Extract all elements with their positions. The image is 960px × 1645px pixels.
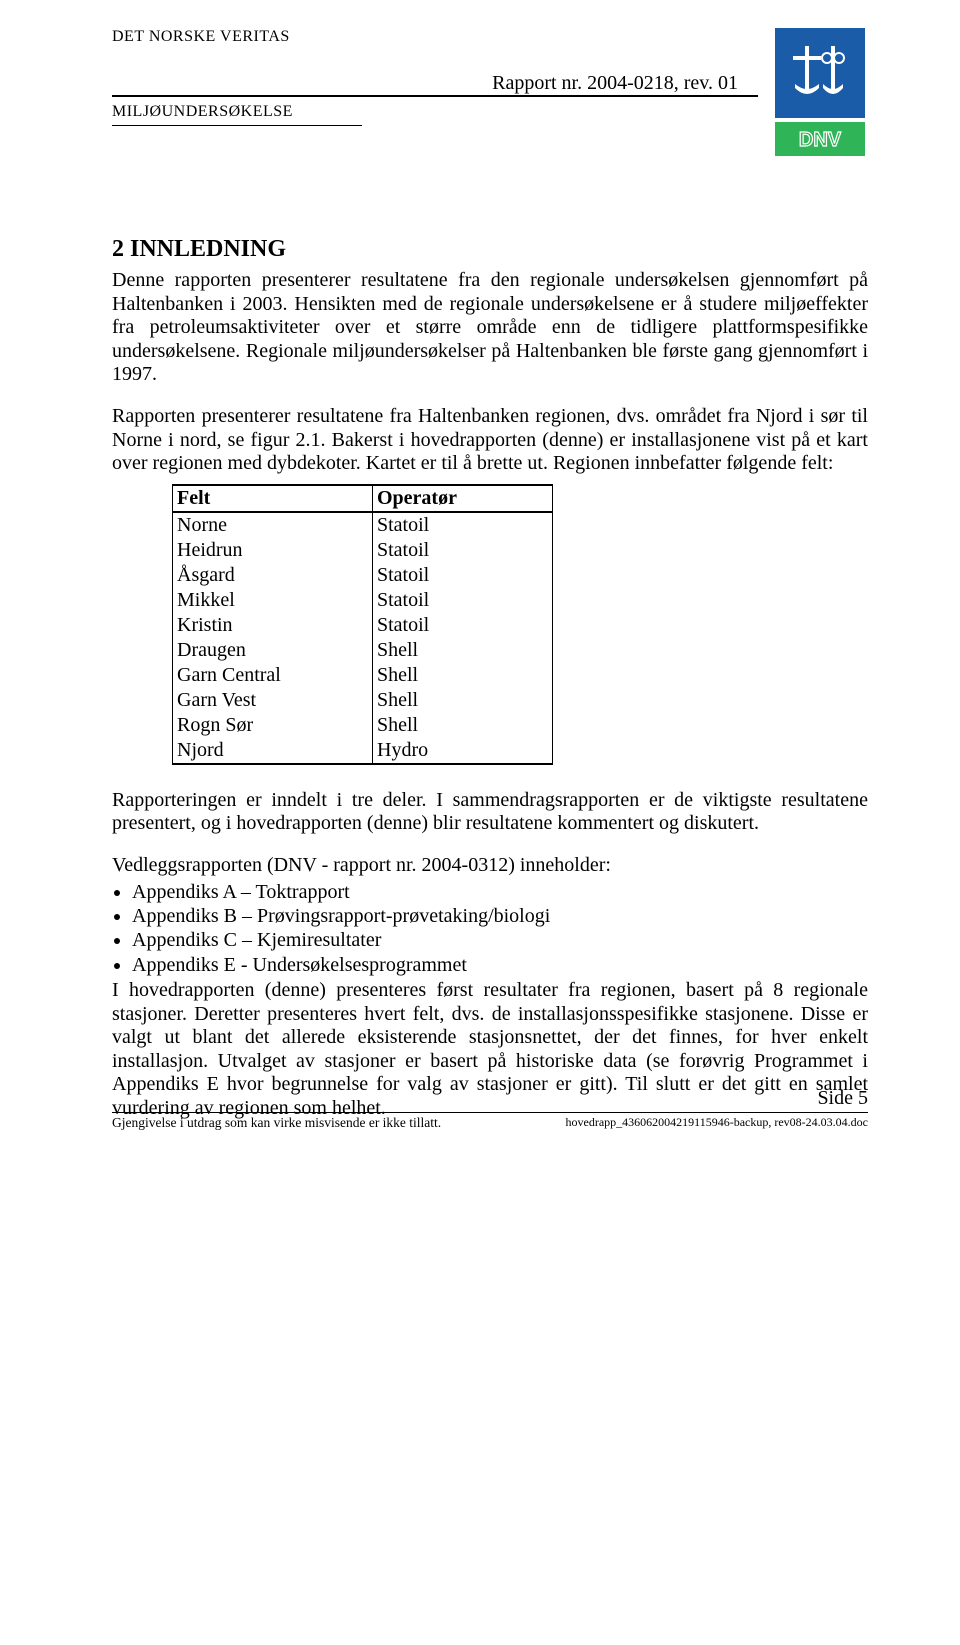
table-cell: Statoil (373, 613, 553, 638)
table-row: NorneStatoil (173, 512, 553, 538)
fields-table: Felt Operatør NorneStatoilHeidrunStatoil… (172, 484, 553, 765)
para-2: Rapporten presenterer resultatene fra Ha… (112, 405, 868, 476)
table-cell: Mikkel (173, 588, 373, 613)
table-row: KristinStatoil (173, 613, 553, 638)
table-cell: Statoil (373, 538, 553, 563)
para-3: Rapporteringen er inndelt i tre deler. I… (112, 789, 868, 836)
table-cell: Garn Vest (173, 688, 373, 713)
table-cell: Rogn Sør (173, 713, 373, 738)
list-item: Appendiks E - Undersøkelsesprogrammet (132, 953, 868, 977)
list-item: Appendiks A – Toktrapport (132, 880, 868, 904)
table-cell: Njord (173, 738, 373, 764)
table-cell: Shell (373, 713, 553, 738)
page-footer: Side 5 Gjengivelse i utdrag som kan virk… (112, 1087, 868, 1131)
table-cell: Hydro (373, 738, 553, 764)
table-cell: Shell (373, 638, 553, 663)
table-cell: Garn Central (173, 663, 373, 688)
table-header-operator: Operatør (373, 485, 553, 512)
table-row: HeidrunStatoil (173, 538, 553, 563)
table-row: Garn CentralShell (173, 663, 553, 688)
page-number: Side 5 (112, 1087, 868, 1110)
header-rule-2 (112, 125, 362, 126)
para-4-intro: Vedleggsrapporten (DNV - rapport nr. 200… (112, 854, 868, 878)
org-name: DET NORSKE VERITAS (112, 28, 772, 46)
table-row: DraugenShell (173, 638, 553, 663)
table-cell: Statoil (373, 588, 553, 613)
dnv-wordmark: DNV (775, 122, 865, 156)
para-1: Denne rapporten presenterer resultatene … (112, 269, 868, 387)
footer-docname: hovedrapp_436062004219115946-backup, rev… (566, 1115, 869, 1130)
table-row: ÅsgardStatoil (173, 563, 553, 588)
table-row: Rogn SørShell (173, 713, 553, 738)
table-row: Garn VestShell (173, 688, 553, 713)
table-row: MikkelStatoil (173, 588, 553, 613)
table-cell: Norne (173, 512, 373, 538)
svg-text:DNV: DNV (799, 129, 842, 151)
list-item: Appendiks B – Prøvingsrapport-prøvetakin… (132, 904, 868, 928)
table-cell: Shell (373, 688, 553, 713)
table-cell: Shell (373, 663, 553, 688)
report-subtitle: MILJØUNDERSØKELSE (112, 97, 758, 125)
dnv-crest-icon (775, 28, 865, 118)
report-number: Rapport nr. 2004-0218, rev. 01 (112, 72, 738, 95)
table-cell: Statoil (373, 512, 553, 538)
section-heading: 2 INNLEDNING (112, 236, 868, 263)
appendix-list: Appendiks A – ToktrapportAppendiks B – P… (112, 880, 868, 978)
footer-rule (112, 1112, 868, 1113)
list-item: Appendiks C – Kjemiresultater (132, 928, 868, 952)
table-cell: Draugen (173, 638, 373, 663)
table-cell: Statoil (373, 563, 553, 588)
footer-disclaimer: Gjengivelse i utdrag som kan virke misvi… (112, 1115, 441, 1131)
table-cell: Heidrun (173, 538, 373, 563)
table-row: NjordHydro (173, 738, 553, 764)
table-header-felt: Felt (173, 485, 373, 512)
table-cell: Åsgard (173, 563, 373, 588)
dnv-logo: DNV (772, 28, 868, 156)
table-cell: Kristin (173, 613, 373, 638)
